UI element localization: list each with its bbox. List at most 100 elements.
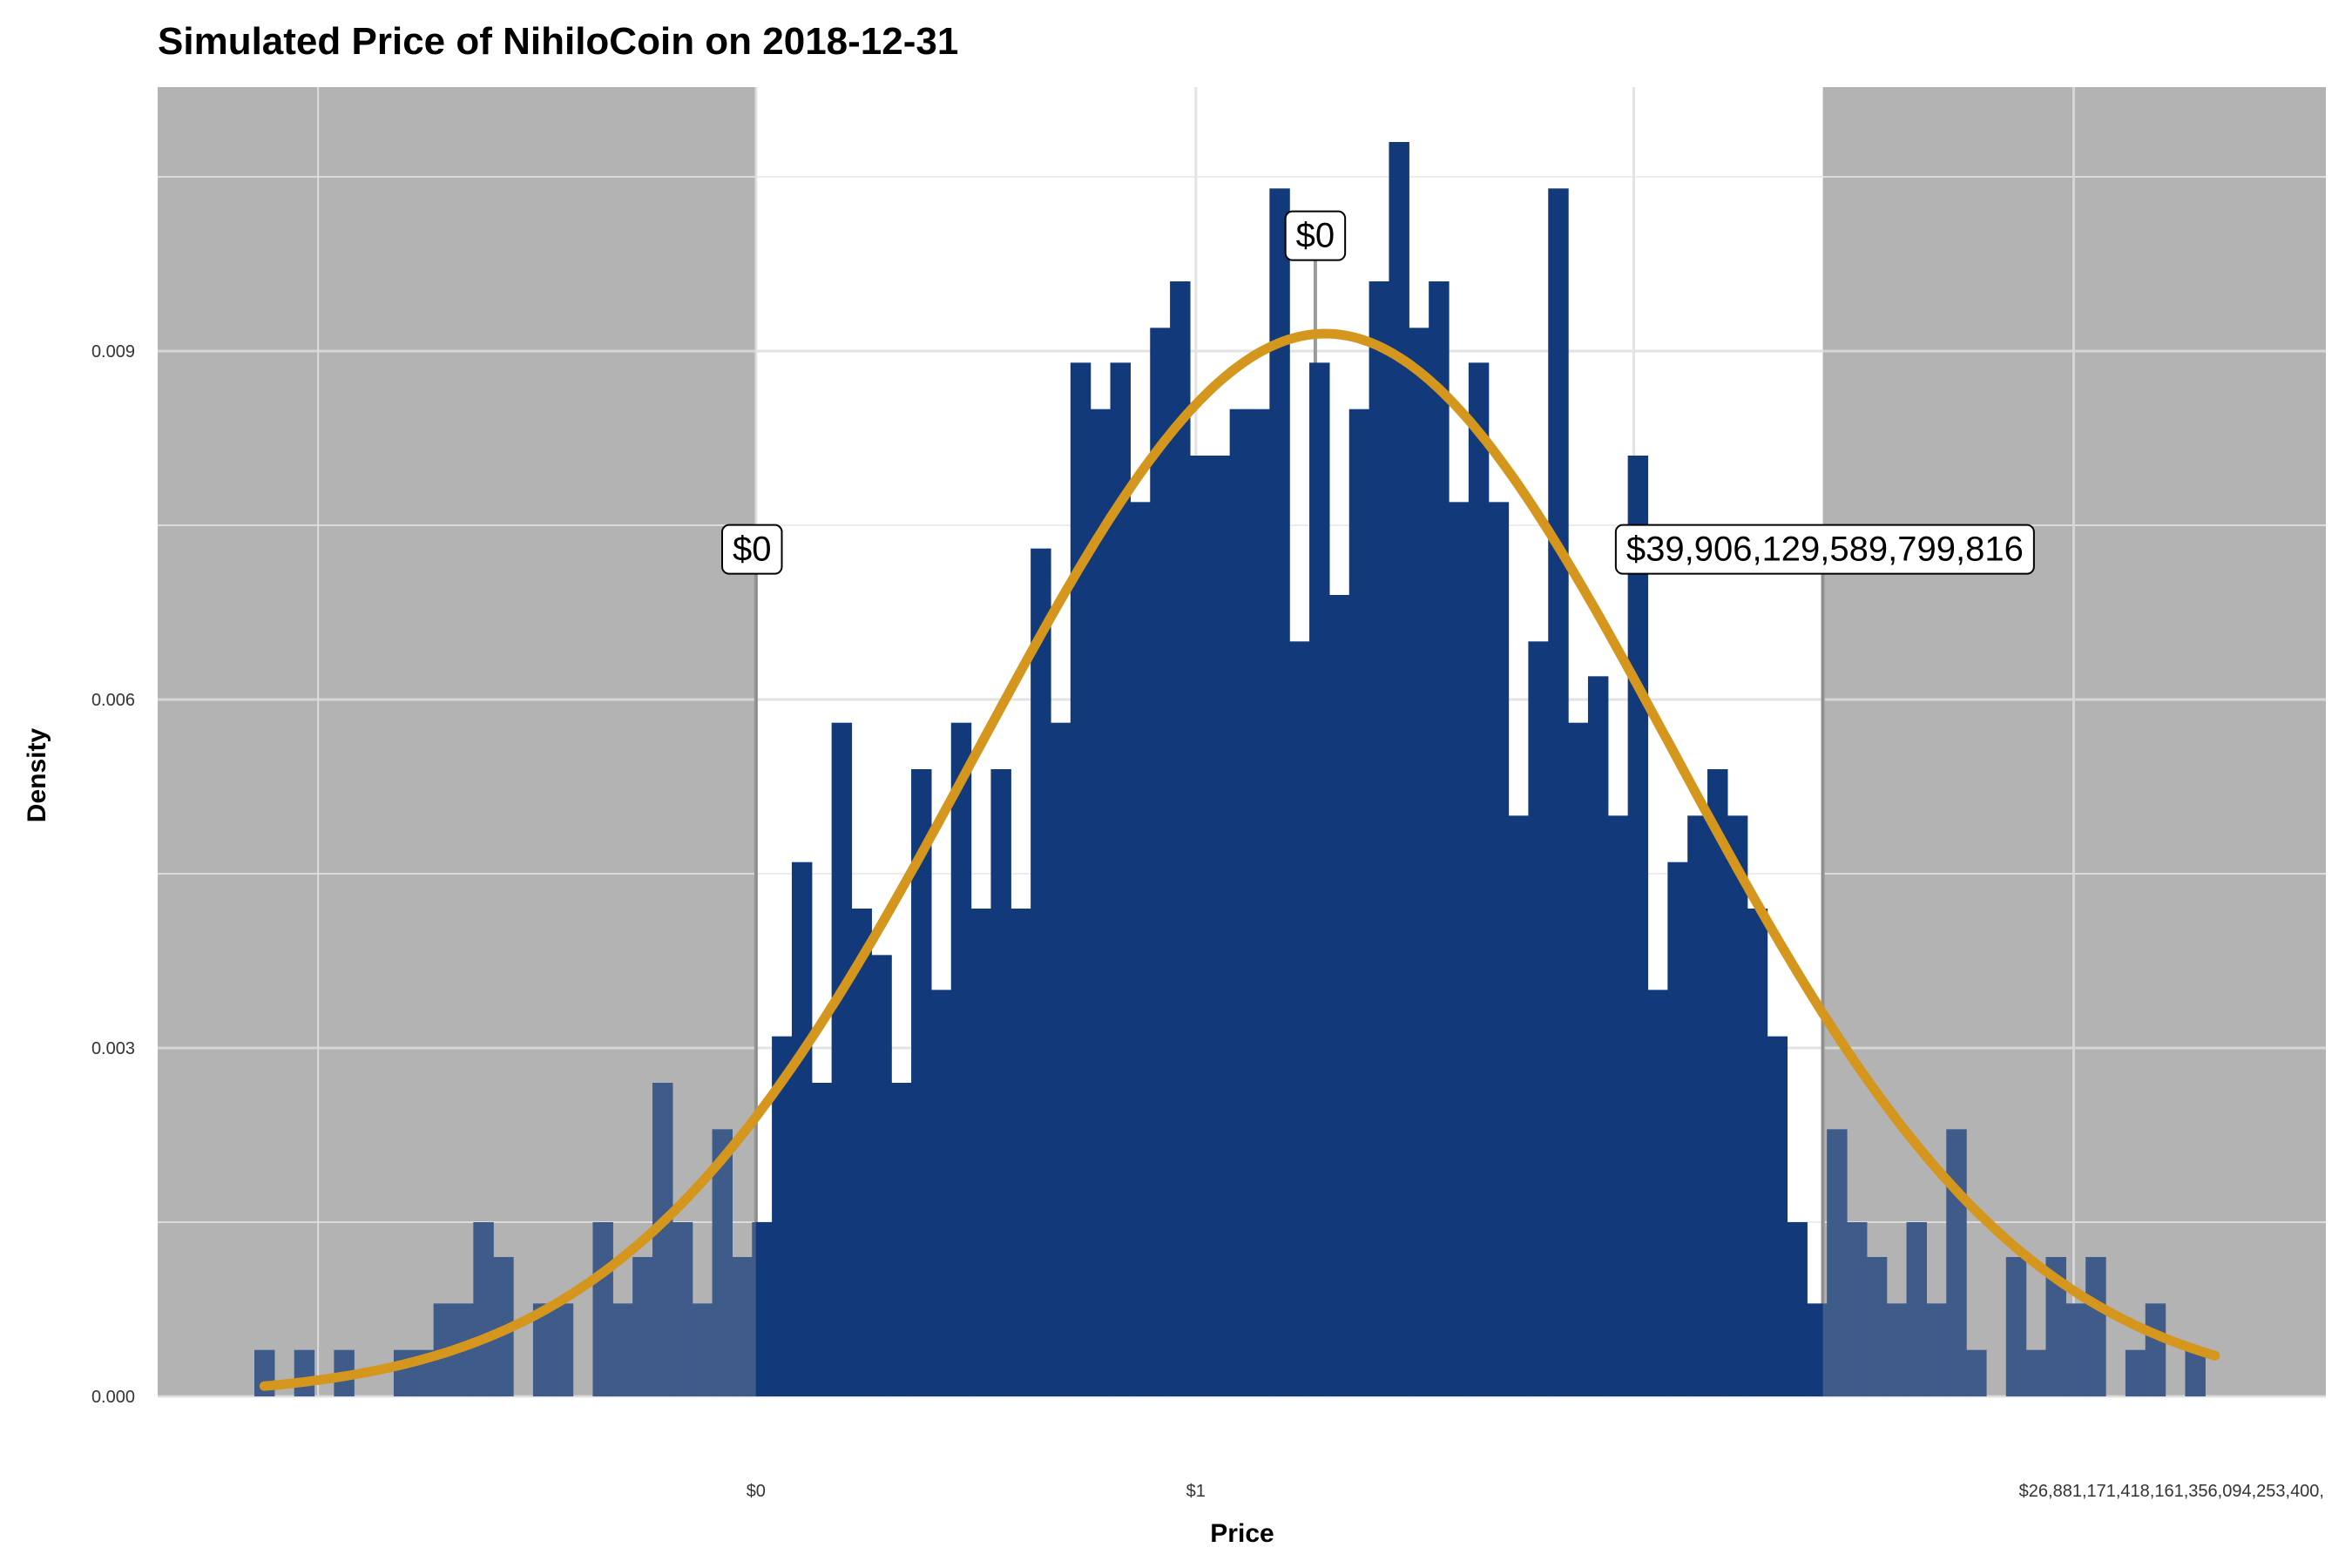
histogram-bar <box>1189 456 1211 1396</box>
tick-labels: 0.000 0.003 0.006 0.009 $0 $1 $26,881,171,418,… <box>91 342 2324 1501</box>
annotation-text: $0 <box>1296 217 1335 255</box>
histogram-bar <box>851 909 872 1396</box>
histogram-bar <box>2145 1303 2166 1396</box>
histogram-bar <box>1787 1222 1808 1396</box>
histogram-bar <box>2005 1257 2027 1396</box>
histogram-bar <box>732 1257 753 1396</box>
histogram-bar <box>1807 1303 1828 1396</box>
histogram-bar <box>632 1257 653 1396</box>
histogram-bar <box>2125 1349 2146 1396</box>
annotation-box <box>721 524 783 575</box>
histogram-bar <box>1747 909 1768 1396</box>
histogram-bar <box>950 722 972 1396</box>
histogram-bar <box>1031 548 1051 1396</box>
histogram-bar <box>473 1222 494 1396</box>
histogram-bar <box>990 769 1011 1396</box>
histogram-bar <box>1289 641 1310 1396</box>
histogram-bar <box>672 1222 693 1396</box>
histogram-bar <box>811 1083 833 1396</box>
histogram-bar <box>1767 1036 1788 1396</box>
histogram-bar <box>930 990 952 1396</box>
histogram-bar <box>1130 502 1151 1397</box>
x-tick-label: $26,881,171,418,161,356,094,253,400, <box>2019 1482 2324 1501</box>
histogram-bar <box>1229 409 1251 1397</box>
histogram-bar <box>1309 362 1330 1396</box>
annotations: $0 $0 $39,906,129,589,799,816 <box>721 210 2035 575</box>
histogram-bar <box>652 1083 673 1396</box>
histogram-bar <box>1150 328 1171 1396</box>
histogram-bar <box>1687 815 1708 1396</box>
histogram-bar <box>2185 1349 2206 1396</box>
histogram-bar <box>1607 815 1629 1396</box>
histogram-bar <box>871 955 892 1396</box>
histogram-bar <box>831 722 853 1396</box>
density-curve-line <box>259 328 2220 1391</box>
histogram-bar <box>1269 188 1290 1396</box>
histogram-bar <box>1209 456 1231 1396</box>
histogram-bar <box>1847 1222 1868 1396</box>
y-tick-label: 0.000 <box>91 1388 135 1407</box>
histogram-bar <box>612 1303 633 1396</box>
annotation-label: $0 <box>1284 210 1347 261</box>
histogram-bar <box>2045 1257 2066 1396</box>
histogram-bar <box>2085 1257 2106 1396</box>
histogram-bar <box>1886 1303 1908 1396</box>
histogram-bar <box>970 909 992 1396</box>
histogram-bar <box>1051 722 1071 1396</box>
histogram-bars <box>254 142 2206 1397</box>
upper-shaded-overlay <box>1822 87 2326 1396</box>
histogram-bar <box>1508 815 1529 1396</box>
histogram-bar <box>692 1303 713 1396</box>
histogram-bar <box>1647 990 1668 1396</box>
histogram-bar <box>1348 409 1370 1397</box>
annotation-box <box>1284 210 1347 261</box>
histogram-bar <box>1587 676 1609 1396</box>
histogram-bar <box>911 769 932 1396</box>
x-axis-title: Price <box>1210 1519 1274 1548</box>
histogram-bar <box>1548 188 1569 1396</box>
histogram-bar <box>1667 862 1688 1396</box>
histogram-bar <box>1090 409 1112 1397</box>
histogram-bar <box>791 862 813 1396</box>
histogram-bar <box>1389 142 1409 1396</box>
annotation-text: $0 <box>733 531 772 569</box>
density-curve <box>259 328 2220 1391</box>
y-tick-label: 0.009 <box>91 342 135 362</box>
histogram-bar <box>1926 1303 1947 1396</box>
histogram-bar <box>1449 502 1470 1397</box>
annotation-text: $39,906,129,589,799,816 <box>1626 531 2024 569</box>
annotation-label: $39,906,129,589,799,816 <box>1614 524 2035 575</box>
histogram-bar <box>1707 769 1728 1396</box>
histogram-bar <box>772 1036 793 1396</box>
histogram-bar <box>1468 362 1490 1396</box>
histogram-bar <box>1429 281 1450 1396</box>
histogram-bar <box>891 1083 912 1396</box>
histogram-bar <box>1727 815 1748 1396</box>
y-axis-title: Density <box>23 728 51 823</box>
histogram-bar <box>1010 909 1031 1396</box>
histogram-bar <box>1827 1129 1848 1396</box>
histogram-bar <box>532 1303 554 1396</box>
histogram-bar <box>1328 595 1350 1396</box>
histogram-bar <box>1966 1349 1987 1396</box>
histogram-bar <box>1170 281 1191 1396</box>
histogram-bar <box>1409 328 1429 1396</box>
histogram-bar <box>1627 456 1649 1396</box>
histogram-bar <box>1369 281 1390 1396</box>
histogram-bar <box>1528 641 1549 1396</box>
histogram-bar <box>752 1222 773 1396</box>
y-tick-label: 0.003 <box>91 1039 135 1058</box>
histogram-bar <box>1866 1257 1888 1396</box>
histogram-bar <box>1070 362 1092 1396</box>
histogram-bar <box>1488 502 1510 1397</box>
annotation-box <box>1614 524 2035 575</box>
histogram-bar <box>1249 409 1270 1397</box>
histogram-bar <box>1906 1222 1927 1396</box>
histogram-bar <box>552 1303 574 1396</box>
chart-title: Simulated Price of NihiloCoin on 2018-12… <box>158 20 958 63</box>
histogram-bar <box>2065 1303 2086 1396</box>
histogram-bar <box>2025 1349 2047 1396</box>
histogram-bar <box>1568 722 1589 1396</box>
histogram-bar <box>1110 362 1131 1396</box>
